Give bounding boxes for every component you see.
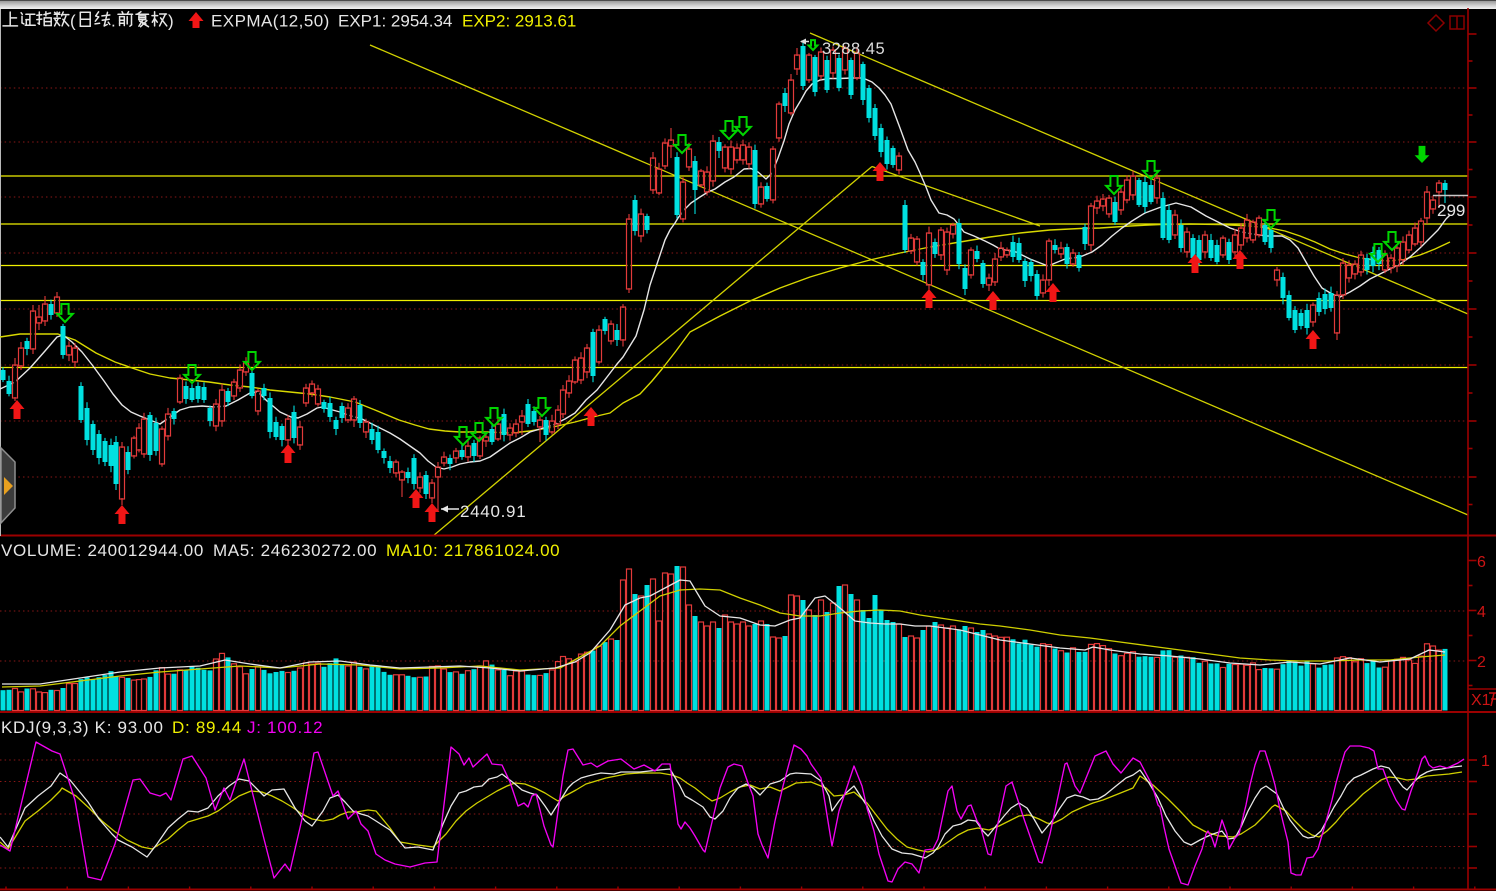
svg-text:VOLUME: 240012944.00: VOLUME: 240012944.00 [1, 541, 204, 560]
svg-text:6: 6 [1477, 554, 1486, 571]
svg-text:.: . [111, 12, 116, 31]
svg-text:EXP1: 2954.34: EXP1: 2954.34 [338, 12, 452, 31]
svg-text:KDJ(9,3,3) K: 93.00: KDJ(9,3,3) K: 93.00 [1, 718, 164, 737]
svg-text:4: 4 [1477, 604, 1486, 621]
svg-text:2440.91: 2440.91 [460, 502, 526, 521]
svg-text:): ) [168, 12, 174, 31]
svg-text:299: 299 [1437, 201, 1465, 220]
svg-text:2: 2 [1477, 654, 1486, 671]
svg-text:(: ( [70, 12, 76, 31]
svg-text:1: 1 [1481, 753, 1490, 770]
svg-text:EXP2: 2913.61: EXP2: 2913.61 [462, 12, 576, 31]
svg-text:J: 100.12: J: 100.12 [247, 718, 323, 737]
svg-text:X1: X1 [1471, 692, 1491, 709]
svg-text:MA5: 246230272.00: MA5: 246230272.00 [213, 541, 377, 560]
svg-text:D: 89.44: D: 89.44 [172, 718, 242, 737]
svg-text:3288.45: 3288.45 [822, 40, 885, 58]
svg-text:EXPMA(12,50): EXPMA(12,50) [211, 12, 330, 31]
svg-text:MA10: 217861024.00: MA10: 217861024.00 [386, 541, 560, 560]
